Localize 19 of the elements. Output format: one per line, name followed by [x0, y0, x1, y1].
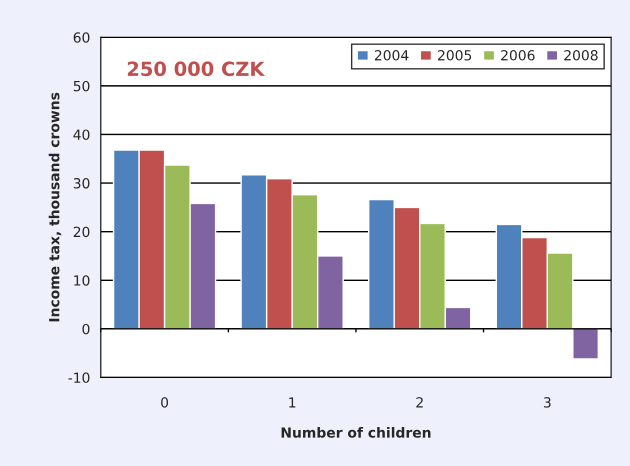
y-tick-label: 0: [82, 324, 90, 334]
legend-label: 2008: [564, 50, 598, 61]
y-tick-label: 20: [74, 226, 90, 238]
y-tick-label: 30: [74, 178, 90, 189]
y-tick-label: -10: [68, 372, 90, 383]
y-tick-label: 10: [74, 275, 90, 286]
x-axis-title: Number of children: [282, 427, 430, 438]
legend-label: 2005: [438, 50, 472, 61]
y-axis-title: Income tax, thousand crowns: [48, 92, 62, 322]
x-tick-label: 1: [289, 397, 296, 408]
y-tick-label: 40: [73, 129, 90, 140]
y-tick-label: 60: [74, 32, 90, 43]
annotation: 250 000 CZK: [128, 61, 266, 76]
legend-label: 2006: [501, 50, 535, 61]
legend-label: 2004: [374, 50, 408, 61]
y-tick-label: 50: [74, 80, 90, 92]
x-tick-label: 3: [544, 397, 551, 408]
x-tick-label: 0: [161, 397, 168, 408]
x-tick-label: 2: [416, 397, 423, 408]
